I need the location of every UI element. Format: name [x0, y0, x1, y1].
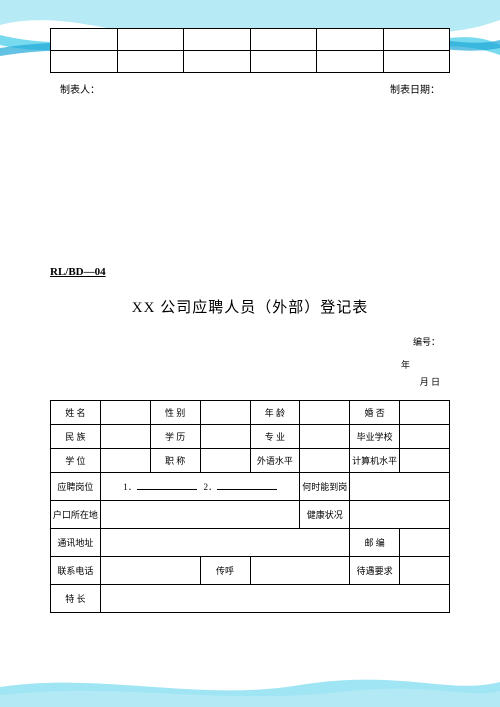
label-major: 专 业: [250, 425, 300, 449]
position-prefix-2: 2．: [204, 482, 218, 492]
label-postcode: 邮 编: [350, 529, 400, 557]
value-age: [300, 401, 350, 425]
value-degree: [100, 449, 150, 473]
label-hukou: 户口所在地: [51, 501, 101, 529]
document-code: RL/BD—04: [50, 266, 450, 278]
value-gender: [200, 401, 250, 425]
label-salary: 待遇要求: [350, 557, 400, 585]
label-address: 通讯地址: [51, 529, 101, 557]
footer-wave-decoration: [0, 667, 500, 707]
top-cell: [383, 29, 450, 51]
value-computer: [400, 449, 450, 473]
label-phone: 联系电话: [51, 557, 101, 585]
value-ethnicity: [100, 425, 150, 449]
value-address: [100, 529, 349, 557]
label-availability: 何时能到岗: [300, 473, 350, 501]
year-label: 年: [50, 358, 450, 371]
label-language: 外语水平: [250, 449, 300, 473]
top-cell: [51, 29, 118, 51]
registration-table: 姓 名 性 别 年 龄 婚 否 民 族 学 历 专 业 毕业学校 学 位 职 称: [50, 400, 450, 613]
label-specialty: 特 长: [51, 585, 101, 613]
value-position: 1． 2．: [100, 473, 300, 501]
value-education: [200, 425, 250, 449]
top-cell: [184, 51, 251, 73]
value-postcode: [400, 529, 450, 557]
value-name: [100, 401, 150, 425]
label-health: 健康状况: [300, 501, 350, 529]
top-cell: [51, 51, 118, 73]
label-name: 姓 名: [51, 401, 101, 425]
month-day-label: 月 日: [50, 375, 450, 388]
value-title: [200, 449, 250, 473]
top-cell: [250, 51, 317, 73]
value-hukou: [100, 501, 300, 529]
label-degree: 学 位: [51, 449, 101, 473]
top-cell: [250, 29, 317, 51]
maker-label: 制表人：: [60, 81, 100, 96]
underline: [217, 480, 277, 490]
top-cell: [117, 29, 184, 51]
value-health: [350, 501, 450, 529]
value-availability: [350, 473, 450, 501]
signature-line: 制表人： 制表日期：: [50, 81, 450, 96]
label-school: 毕业学校: [350, 425, 400, 449]
label-gender: 性 别: [150, 401, 200, 425]
label-pager: 传呼: [200, 557, 250, 585]
underline: [137, 480, 197, 490]
value-phone: [100, 557, 200, 585]
page-content: 制表人： 制表日期： RL/BD—04 XX 公司应聘人员（外部）登记表 编号：…: [0, 0, 500, 613]
label-computer: 计算机水平: [350, 449, 400, 473]
date-label: 制表日期：: [390, 81, 440, 96]
label-title: 职 称: [150, 449, 200, 473]
label-education: 学 历: [150, 425, 200, 449]
value-marital: [400, 401, 450, 425]
value-specialty: [100, 585, 449, 613]
top-cell: [383, 51, 450, 73]
value-salary: [400, 557, 450, 585]
serial-number-label: 编号：: [50, 335, 450, 348]
label-age: 年 龄: [250, 401, 300, 425]
position-prefix-1: 1．: [123, 482, 137, 492]
top-empty-table: [50, 28, 450, 73]
top-cell: [317, 51, 384, 73]
label-ethnicity: 民 族: [51, 425, 101, 449]
top-cell: [317, 29, 384, 51]
value-pager: [250, 557, 350, 585]
label-position: 应聘岗位: [51, 473, 101, 501]
value-major: [300, 425, 350, 449]
top-cell: [117, 51, 184, 73]
label-marital: 婚 否: [350, 401, 400, 425]
value-language: [300, 449, 350, 473]
form-title: XX 公司应聘人员（外部）登记表: [50, 296, 450, 317]
value-school: [400, 425, 450, 449]
top-cell: [184, 29, 251, 51]
